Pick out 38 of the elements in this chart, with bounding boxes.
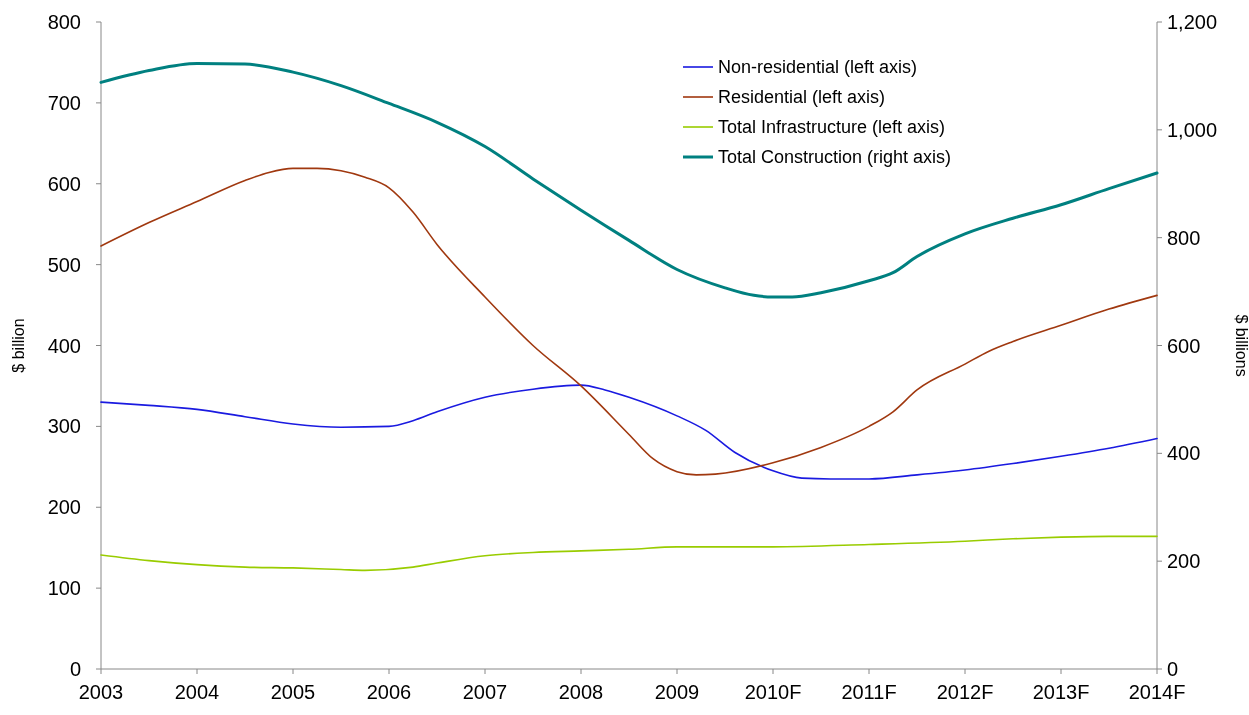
x-tick-label: 2013F xyxy=(1032,681,1090,703)
y2-tick-label: 600 xyxy=(1167,334,1201,357)
y2-tick-label: 1,200 xyxy=(1167,11,1218,33)
y2-tick-label: 800 xyxy=(1167,226,1201,249)
y2-tick-label: 400 xyxy=(1167,442,1201,465)
x-tick-label: 2010F xyxy=(744,681,802,703)
x-tick-label: 2007 xyxy=(462,681,508,703)
legend-label: Non-residential (left axis) xyxy=(718,57,918,78)
legend-label: Residential (left axis) xyxy=(718,87,886,108)
y-tick-label: 0 xyxy=(69,658,81,680)
x-tick-label: 2008 xyxy=(558,681,604,703)
line-series xyxy=(100,535,1158,572)
y-tick-label: 400 xyxy=(47,334,81,357)
x-tick-label: 2009 xyxy=(654,681,700,703)
y-tick-label: 700 xyxy=(47,91,81,114)
y-tick-label: 500 xyxy=(47,253,81,276)
x-tick-label: 2012F xyxy=(936,681,994,703)
x-tick-label: 2003 xyxy=(78,681,124,703)
y2-tick-label: 1,000 xyxy=(1167,118,1218,141)
line-series xyxy=(99,62,1159,299)
y2-tick-label: 0 xyxy=(1167,658,1179,680)
legend-label: Total Construction (right axis) xyxy=(718,147,952,168)
y2-axis-title: $ billions xyxy=(1233,314,1249,377)
x-tick-label: 2005 xyxy=(270,681,316,703)
y-tick-label: 300 xyxy=(47,415,81,438)
y-tick-label: 800 xyxy=(47,11,81,33)
y2-tick-label: 200 xyxy=(1167,550,1201,573)
y-tick-label: 600 xyxy=(47,172,81,195)
x-tick-label: 2006 xyxy=(366,681,412,703)
y-axis-title: $ billion xyxy=(10,318,27,373)
x-tick-label: 2014F xyxy=(1128,681,1186,703)
y-tick-label: 100 xyxy=(47,577,81,600)
legend-label: Total Infrastructure (left axis) xyxy=(718,117,946,138)
line-series xyxy=(100,167,1158,476)
line-series xyxy=(100,384,1158,480)
x-tick-label: 2011F xyxy=(841,681,897,703)
y-tick-label: 200 xyxy=(47,496,81,519)
x-tick-label: 2004 xyxy=(174,681,220,703)
